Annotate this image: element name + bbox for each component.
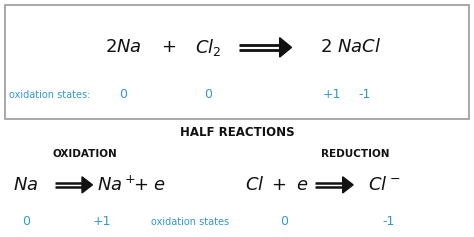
Text: 0: 0 [205,88,212,101]
Text: +1: +1 [322,88,341,101]
Text: REDUCTION: REDUCTION [321,149,390,159]
Text: $Cl\ +\ e$: $Cl\ +\ e$ [246,176,309,194]
Text: oxidation states:: oxidation states: [9,90,91,100]
Text: $Cl^-$: $Cl^-$ [368,176,400,194]
Text: -1: -1 [383,215,395,228]
Text: $Na$: $Na$ [13,176,39,194]
Text: $+$: $+$ [161,38,176,56]
Text: $+\ e$: $+\ e$ [133,176,166,194]
Text: $2\ NaCl$: $2\ NaCl$ [320,38,382,56]
Text: oxidation states: oxidation states [151,217,228,227]
Polygon shape [82,177,92,193]
Text: -1: -1 [359,88,371,101]
Text: 0: 0 [119,88,127,101]
Text: HALF REACTIONS: HALF REACTIONS [180,126,294,139]
Bar [5,5,469,118]
Text: OXIDATION: OXIDATION [53,149,118,159]
Polygon shape [343,177,353,193]
Text: +1: +1 [92,215,111,228]
Text: 0: 0 [22,215,30,228]
Text: $2Na$: $2Na$ [105,38,142,56]
Text: 0: 0 [281,215,288,228]
Text: $Cl_2$: $Cl_2$ [195,37,222,58]
Text: $Na^+$: $Na^+$ [97,175,136,195]
Polygon shape [280,38,292,57]
